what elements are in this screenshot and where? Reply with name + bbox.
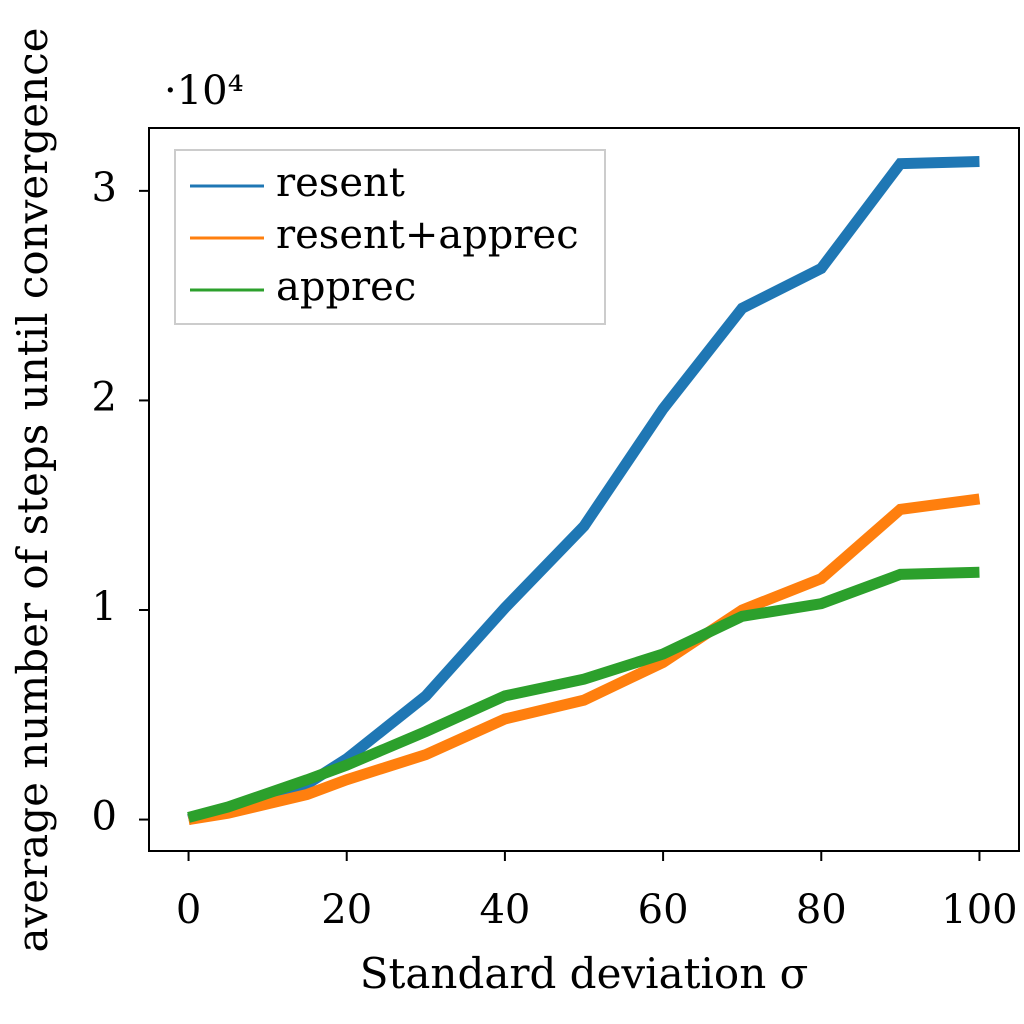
x-tick-label: 100 [941, 887, 1017, 933]
legend: resent resent+apprec apprec [174, 149, 606, 325]
x-tick-label: 40 [479, 887, 530, 933]
x-tick-label: 0 [176, 887, 201, 933]
x-ticks: 0 20 40 60 80 100 [176, 851, 1018, 933]
legend-label: resent [276, 160, 405, 206]
series-line-resent-apprec [187, 493, 981, 826]
x-tick-label: 80 [796, 887, 847, 933]
y-ticks: 0 1 2 3 [92, 165, 149, 840]
series-line-apprec [187, 566, 980, 823]
y-tick-label: 0 [92, 794, 117, 840]
x-tick-label: 20 [321, 887, 372, 933]
legend-label: resent+apprec [276, 212, 579, 258]
y-tick-label: 1 [92, 584, 117, 630]
y-tick-label: 3 [92, 165, 117, 211]
y-axis-label: average number of steps until convergenc… [8, 27, 57, 952]
x-axis-label: Standard deviation σ [360, 949, 809, 998]
y-tick-label: 2 [92, 374, 117, 420]
series-lines [187, 156, 981, 826]
y-multiplier-label: ·10⁴ [164, 68, 244, 114]
x-tick-label: 60 [638, 887, 689, 933]
legend-label: apprec [276, 264, 416, 310]
plot-frame [148, 127, 1020, 852]
